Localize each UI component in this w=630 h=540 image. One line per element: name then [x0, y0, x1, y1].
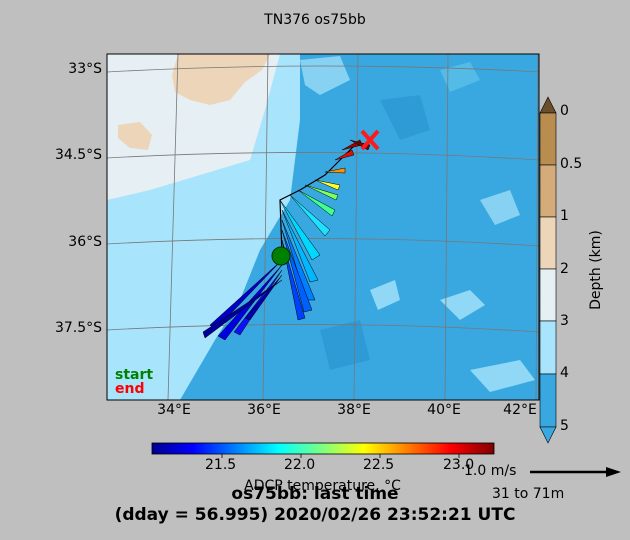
lon-label-42e: 42°E: [503, 402, 537, 418]
lon-label-34e: 34°E: [157, 402, 191, 418]
scale-arrow: [530, 467, 621, 477]
bottom-title: os75bb: last time (dday = 56.995) 2020/0…: [0, 484, 630, 526]
depth-tick-2: 2: [560, 261, 569, 277]
temp-axis-label: ADCP temperature, °C: [244, 478, 401, 494]
temp-tick-21-5: 21.5: [205, 457, 237, 473]
temp-tick-22-0: 22.0: [284, 457, 316, 473]
legend-start: start: [115, 367, 154, 383]
temp-tick-22-5: 22.5: [363, 457, 395, 473]
depth-axis-label: Depth (km): [588, 230, 604, 310]
lat-label-33s: 33°S: [68, 61, 102, 77]
scale-speed-label: 1.0 m/s: [464, 463, 517, 479]
lat-label-34-5s: 34.5°S: [54, 147, 102, 163]
lon-label-40e: 40°E: [427, 402, 461, 418]
start-marker: [271, 246, 291, 266]
bottom-title-line1: os75bb: last time: [231, 484, 399, 504]
temp-tick-23-0: 23.0: [443, 457, 475, 473]
legend-end: end: [115, 381, 145, 397]
page-title: TN376 os75bb: [264, 12, 366, 28]
lon-label-36e: 36°E: [247, 402, 281, 418]
map-frame: [106, 53, 540, 401]
depth-tick-3: 3: [560, 313, 569, 329]
scale-depth-range: 31 to 71m: [492, 486, 565, 502]
end-marker: [360, 129, 380, 151]
lat-label-36s: 36°S: [68, 234, 102, 250]
bottom-title-line2: (dday = 56.995) 2020/02/26 23:52:21 UTC: [114, 505, 516, 525]
depth-tick-0-5: 0.5: [560, 156, 583, 172]
depth-tick-4: 4: [560, 365, 569, 381]
depth-tick-1: 1: [560, 208, 569, 224]
depth-tick-5: 5: [560, 418, 569, 434]
current-vectors: [202, 139, 371, 341]
bathymetry-map: [107, 54, 539, 400]
lon-label-38e: 38°E: [337, 402, 371, 418]
lat-label-37-5s: 37.5°S: [54, 320, 102, 336]
depth-colorbar: [539, 96, 557, 444]
depth-tick-0: 0: [560, 103, 569, 119]
temp-colorbar: [151, 442, 495, 455]
